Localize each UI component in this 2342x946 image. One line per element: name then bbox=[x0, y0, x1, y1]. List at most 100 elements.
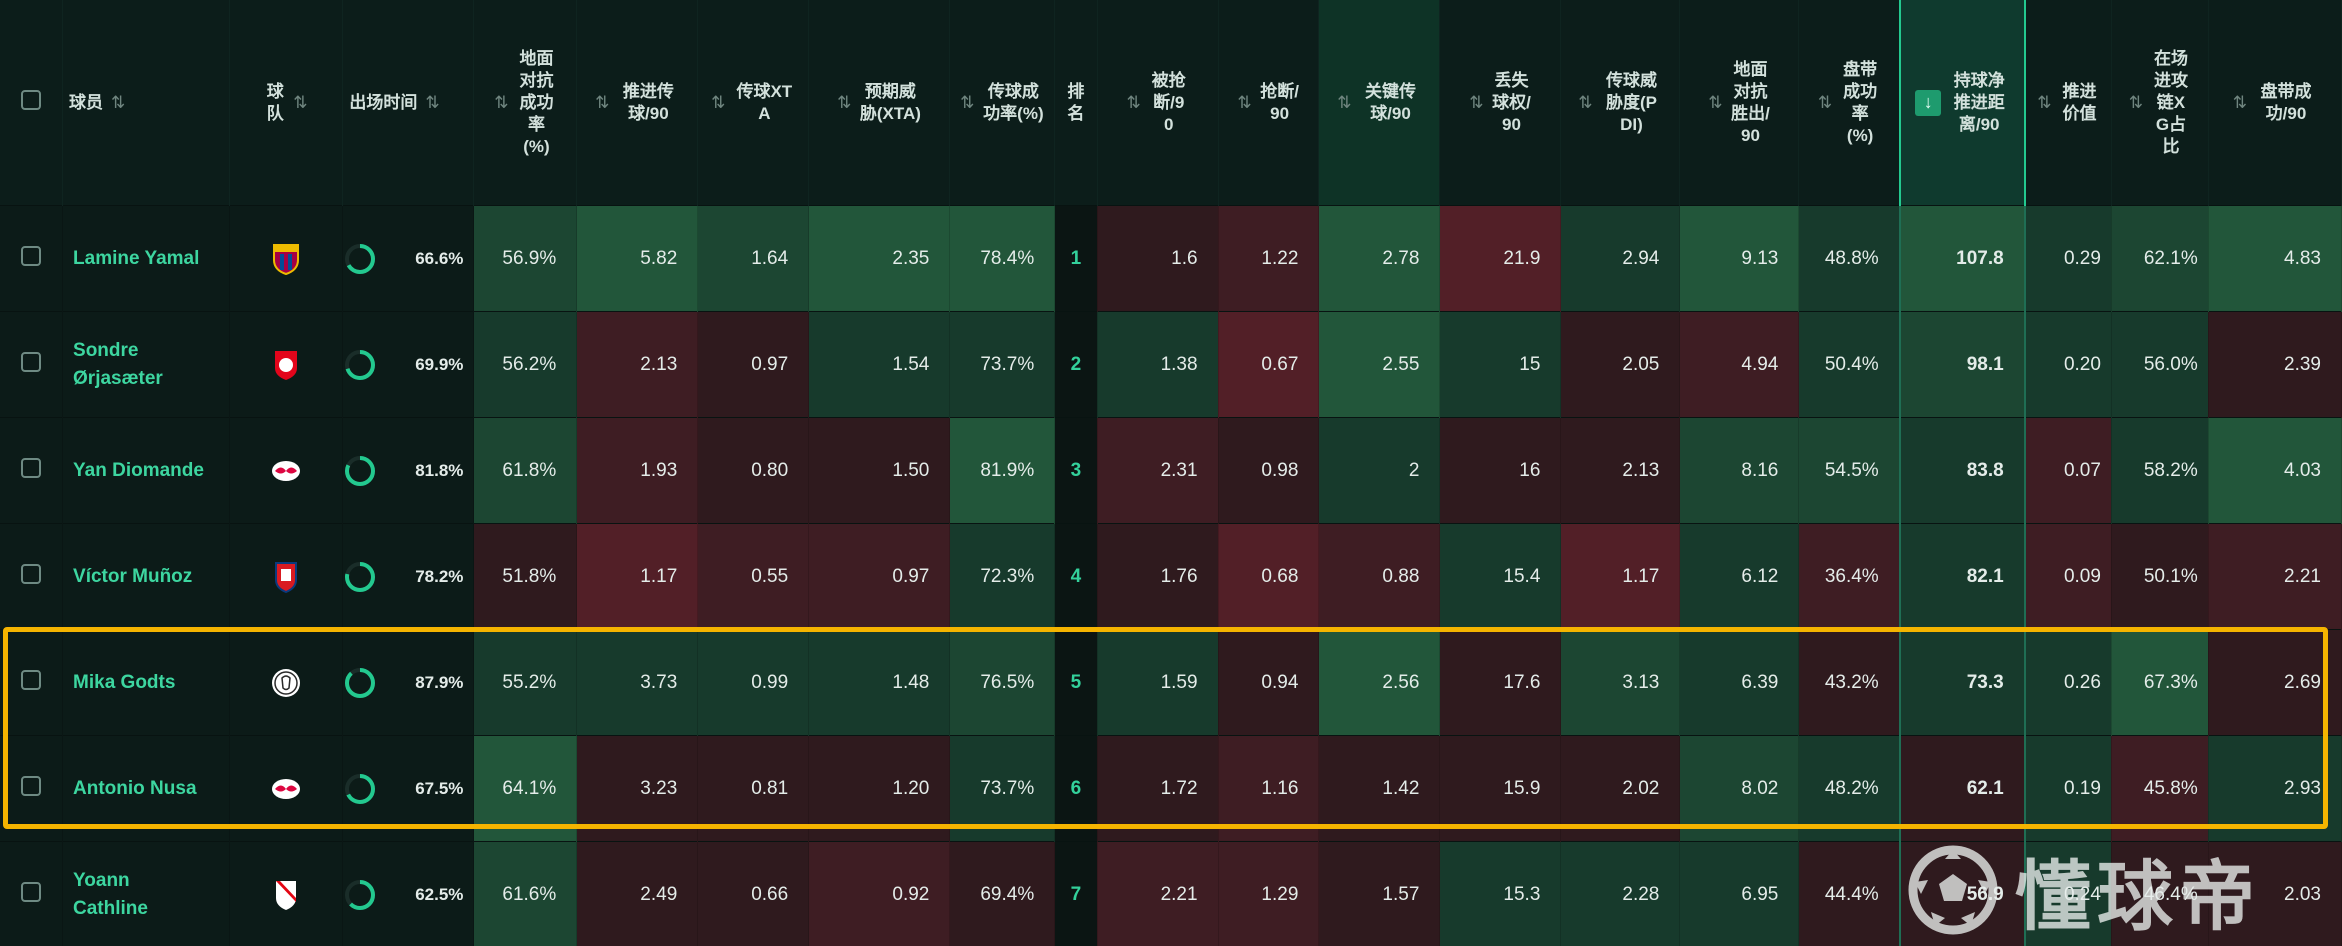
minutes-progress-ring bbox=[345, 455, 376, 486]
cell-duel-success: 56.2% bbox=[473, 311, 578, 418]
team-cell[interactable] bbox=[229, 417, 344, 524]
team-cell[interactable] bbox=[229, 629, 344, 736]
player-name-link[interactable]: Mika Godts bbox=[62, 629, 231, 736]
cell-tackles: 0.98 bbox=[1218, 417, 1320, 524]
row-checkbox[interactable] bbox=[21, 669, 41, 690]
cell-dribbles: 4.03 bbox=[2208, 417, 2342, 524]
column-header-xg-chain[interactable]: ⇅ 在场进攻链XG占比 bbox=[2111, 0, 2209, 206]
column-header-team[interactable]: 球队 ⇅ bbox=[229, 0, 344, 206]
player-name-link[interactable]: Sondre Ørjasæter bbox=[62, 311, 231, 418]
column-header-xta[interactable]: ⇅ 预期威胁(XTA) bbox=[808, 0, 951, 206]
row-select-cell bbox=[0, 735, 64, 842]
player-name-link[interactable]: Lamine Yamal bbox=[62, 205, 231, 312]
row-checkbox[interactable] bbox=[21, 881, 41, 902]
select-all-checkbox[interactable] bbox=[21, 90, 41, 110]
sort-icon[interactable]: ⇅ bbox=[2232, 92, 2247, 112]
cell-dribbles: 4.83 bbox=[2208, 205, 2342, 312]
team-cell[interactable] bbox=[229, 735, 344, 842]
row-select-cell bbox=[0, 311, 64, 418]
row-checkbox[interactable] bbox=[21, 245, 41, 266]
cell-prog-passes: 5.82 bbox=[576, 205, 699, 312]
row-select-cell bbox=[0, 841, 64, 946]
row-checkbox[interactable] bbox=[21, 563, 41, 584]
team-cell[interactable] bbox=[229, 205, 344, 312]
table-body: Lamine Yamal 66.6% 56.9% 5.82 1.64 2.35 78.4% 1… bbox=[0, 205, 2342, 946]
column-header-label: 盘带成功率(%) bbox=[1843, 59, 1878, 145]
column-header-carry-dist[interactable]: ↓ 持球净推进距离/90 bbox=[1898, 0, 2026, 206]
column-header-pdi[interactable]: ⇅ 传球威胁度(PDI) bbox=[1560, 0, 1681, 206]
cell-dispossessed: 1.6 bbox=[1097, 205, 1219, 312]
player-name-link[interactable]: Antonio Nusa bbox=[62, 735, 231, 842]
column-header-label: 丢失球权/90 bbox=[1492, 70, 1531, 134]
sort-icon[interactable]: ⇅ bbox=[2128, 92, 2143, 112]
cell-xg-chain: 58.2% bbox=[2111, 417, 2209, 524]
sort-desc-icon[interactable]: ↓ bbox=[1915, 89, 1942, 116]
cell-duels-won: 4.94 bbox=[1679, 311, 1800, 418]
column-header-label: 传球XTA bbox=[736, 81, 793, 123]
cell-duels-won: 9.13 bbox=[1679, 205, 1800, 312]
column-header-key-passes[interactable]: ⇅ 关键传球/90 bbox=[1318, 0, 1441, 206]
column-header-duels-won[interactable]: ⇅ 地面对抗胜出/90 bbox=[1679, 0, 1800, 206]
sort-icon[interactable]: ⇅ bbox=[111, 92, 126, 112]
table-row[interactable]: Antonio Nusa 67.5% 64.1% 3.23 0.81 1.20 73.7% 6… bbox=[0, 735, 2342, 842]
table-row[interactable]: Sondre Ørjasæter 69.9% 56.2% 2.13 0.97 1.54 73… bbox=[0, 311, 2342, 418]
table-row[interactable]: Lamine Yamal 66.6% 56.9% 5.82 1.64 2.35 78.4% 1… bbox=[0, 205, 2342, 312]
cell-pass-success: 73.7% bbox=[949, 311, 1056, 418]
sort-icon[interactable]: ⇅ bbox=[1708, 92, 1723, 112]
cell-xg-chain: 62.1% bbox=[2111, 205, 2209, 312]
column-header-lost-poss[interactable]: ⇅ 丢失球权/90 bbox=[1439, 0, 1562, 206]
cell-dispossessed: 2.21 bbox=[1097, 841, 1219, 946]
sort-icon[interactable]: ⇅ bbox=[595, 92, 610, 112]
row-select-cell bbox=[0, 205, 64, 312]
player-name-link[interactable]: Yoann Cathline bbox=[62, 841, 231, 946]
team-cell[interactable] bbox=[229, 841, 344, 946]
team-cell[interactable] bbox=[229, 311, 344, 418]
player-name-link[interactable]: Yan Diomande bbox=[62, 417, 231, 524]
cell-dispossessed: 1.59 bbox=[1097, 629, 1219, 736]
table-row[interactable]: Mika Godts 87.9% 55.2% 3.73 0.99 1.48 76.5% 5 1.… bbox=[0, 629, 2342, 736]
row-checkbox[interactable] bbox=[21, 351, 41, 372]
column-header-prog-passes[interactable]: ⇅ 推进传球/90 bbox=[576, 0, 699, 206]
sort-icon[interactable]: ⇅ bbox=[1237, 92, 1252, 112]
sort-icon[interactable]: ⇅ bbox=[1337, 92, 1352, 112]
sort-icon[interactable]: ⇅ bbox=[837, 92, 852, 112]
column-header-minutes[interactable]: 出场时间 ⇅ bbox=[342, 0, 475, 206]
sort-icon[interactable]: ⇅ bbox=[425, 92, 440, 112]
column-header-dribble-success[interactable]: ⇅ 盘带成功率(%) bbox=[1798, 0, 1901, 206]
team-cell[interactable] bbox=[229, 523, 344, 630]
sort-icon[interactable]: ⇅ bbox=[711, 92, 726, 112]
cell-rank: 3 bbox=[1054, 417, 1098, 524]
column-header-prog-value[interactable]: ⇅ 推进价值 bbox=[2024, 0, 2112, 206]
cell-dribble-success: 48.2% bbox=[1798, 735, 1901, 842]
minutes-percent: 62.5% bbox=[415, 884, 464, 904]
column-header-player[interactable]: 球员 ⇅ bbox=[62, 0, 231, 206]
cell-carry-dist: 73.3 bbox=[1898, 629, 2026, 736]
column-header-label: 在场进攻链XG占比 bbox=[2153, 48, 2188, 156]
sort-icon[interactable]: ⇅ bbox=[1578, 92, 1593, 112]
table-row[interactable]: Yan Diomande 81.8% 61.8% 1.93 0.80 1.50 81.9% 3… bbox=[0, 417, 2342, 524]
row-checkbox[interactable] bbox=[21, 457, 41, 478]
column-header-label: 球员 bbox=[69, 92, 104, 112]
column-header-label: 球队 bbox=[266, 81, 284, 123]
table-row[interactable]: Víctor Muñoz 78.2% 51.8% 1.17 0.55 0.97 72.3% 4… bbox=[0, 523, 2342, 630]
sort-icon[interactable]: ⇅ bbox=[960, 92, 975, 112]
row-checkbox[interactable] bbox=[21, 775, 41, 796]
column-header-dribbles[interactable]: ⇅ 盘带成功/90 bbox=[2208, 0, 2342, 206]
column-header-duel-success[interactable]: ⇅ 地面对抗成功率(%) bbox=[473, 0, 578, 206]
sort-icon[interactable]: ⇅ bbox=[2037, 92, 2052, 112]
column-header-tackles[interactable]: ⇅ 抢断/90 bbox=[1218, 0, 1320, 206]
column-header-pass-success[interactable]: ⇅ 传球成功率(%) bbox=[949, 0, 1056, 206]
cell-prog-value: 0.24 bbox=[2024, 841, 2112, 946]
table-row[interactable]: Yoann Cathline 62.5% 61.6% 2.49 0.66 0.92 69.4… bbox=[0, 841, 2342, 946]
sort-icon[interactable]: ⇅ bbox=[293, 92, 308, 112]
player-name-link[interactable]: Víctor Muñoz bbox=[62, 523, 231, 630]
column-header-dispossessed[interactable]: ⇅ 被抢断/90 bbox=[1097, 0, 1219, 206]
sort-icon[interactable]: ⇅ bbox=[1126, 92, 1141, 112]
sort-icon[interactable]: ⇅ bbox=[1469, 92, 1484, 112]
column-header-pass-xta[interactable]: ⇅ 传球XTA bbox=[697, 0, 810, 206]
minutes-progress-ring bbox=[345, 349, 376, 380]
sort-icon[interactable]: ⇅ bbox=[494, 92, 509, 112]
cell-carry-dist: 56.9 bbox=[1898, 841, 2026, 946]
cell-tackles: 0.68 bbox=[1218, 523, 1320, 630]
sort-icon[interactable]: ⇅ bbox=[1817, 92, 1833, 112]
